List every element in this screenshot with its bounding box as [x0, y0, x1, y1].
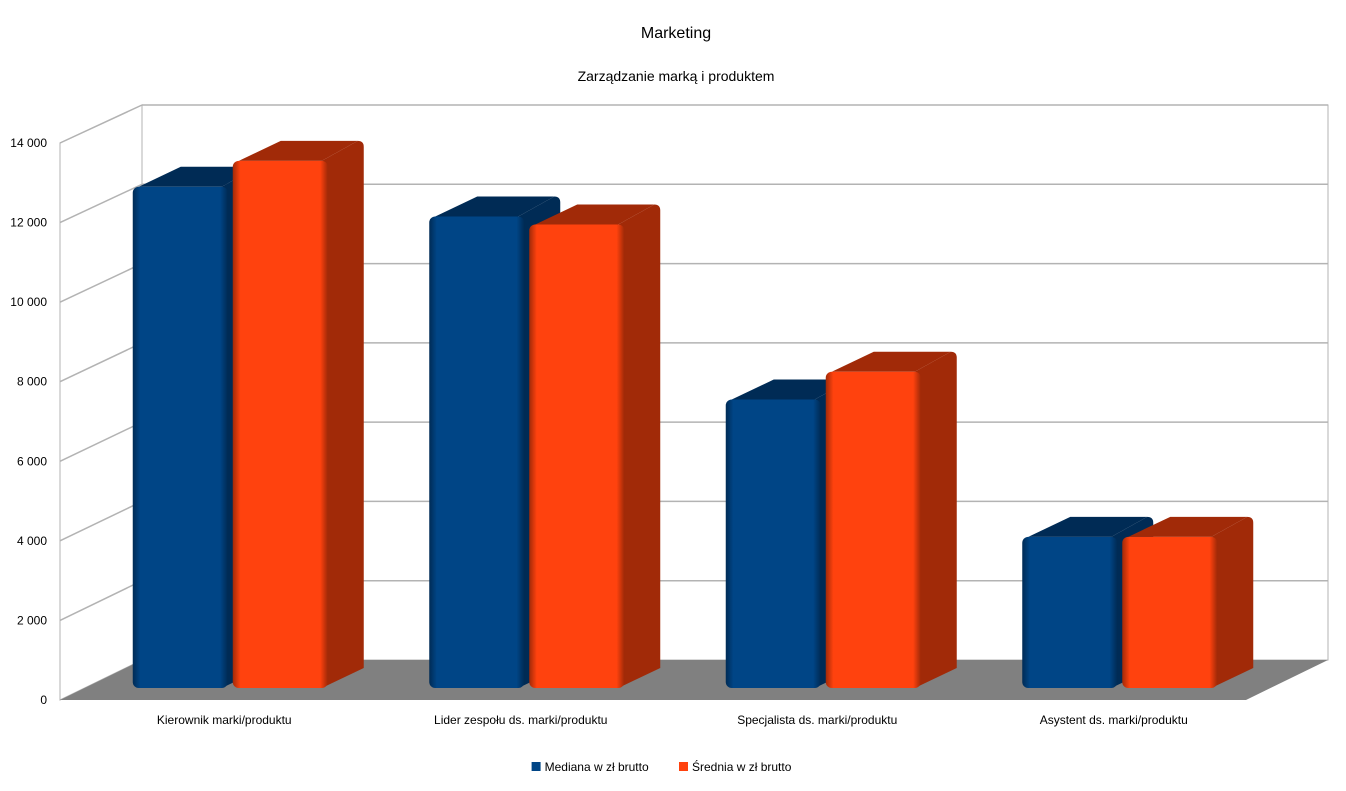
- chart-title: Marketing: [641, 25, 711, 42]
- legend: Mediana w zł brutto Średnia w zł brutto: [531, 759, 792, 774]
- bar-top: [1028, 516, 1148, 537]
- bar: [429, 216, 525, 688]
- bar-top: [831, 351, 951, 372]
- bar: [132, 186, 228, 688]
- gridline-side: [59, 342, 143, 383]
- bar: [1022, 536, 1118, 688]
- bar: [725, 399, 821, 688]
- bar: [529, 224, 625, 688]
- bar-side: [321, 140, 364, 688]
- y-tick-label: 0: [40, 693, 47, 707]
- bar-side: [618, 204, 661, 688]
- legend-label: Mediana w zł brutto: [545, 760, 649, 774]
- bar-side: [914, 351, 957, 688]
- bar-top: [731, 379, 851, 400]
- gridline-side: [59, 104, 143, 144]
- gridline-side: [59, 421, 143, 462]
- legend-label: Średnia w zł brutto: [692, 759, 792, 774]
- gridline-side: [59, 262, 143, 303]
- x-tick-label: Specjalista ds. marki/produktu: [737, 713, 897, 727]
- y-tick-label: 10 000: [10, 295, 47, 309]
- legend-swatch: [531, 762, 541, 771]
- y-tick-label: 2 000: [17, 613, 47, 627]
- y-tick-label: 6 000: [17, 454, 47, 468]
- x-tick-label: Lider zespołu ds. marki/produktu: [434, 713, 607, 727]
- gridline-side: [59, 580, 143, 622]
- x-axis-labels: Kierownik marki/produktu Lider zespołu ds…: [157, 713, 1188, 727]
- bar-top: [138, 166, 258, 187]
- legend-swatch: [679, 762, 688, 771]
- bar: [1122, 536, 1218, 688]
- x-tick-label: Asystent ds. marki/produktu: [1040, 713, 1188, 727]
- chart-subtitle: Zarządzanie marką i produktem: [578, 68, 775, 84]
- y-tick-label: 12 000: [10, 216, 47, 230]
- y-axis-ticks: 0 2 000 4 000 6 000 8 000 10 000 12 000 14 000: [10, 136, 47, 707]
- y-tick-label: 4 000: [17, 534, 47, 548]
- gridline-side: [59, 500, 143, 542]
- bar-top: [435, 196, 555, 217]
- chart-floor: [60, 660, 1328, 700]
- bar: [825, 371, 921, 688]
- bar-top: [535, 204, 655, 225]
- bar-side: [1211, 516, 1254, 688]
- side-wall: [59, 104, 143, 701]
- bars: [132, 140, 1254, 688]
- y-tick-label: 14 000: [10, 136, 47, 150]
- bar-top: [1128, 516, 1248, 537]
- x-tick-label: Kierownik marki/produktu: [157, 713, 292, 727]
- gridline-side: [59, 183, 143, 224]
- bar-top: [238, 140, 358, 161]
- y-tick-label: 8 000: [17, 375, 47, 389]
- bar: [232, 160, 328, 688]
- floor-plane: [60, 660, 1328, 700]
